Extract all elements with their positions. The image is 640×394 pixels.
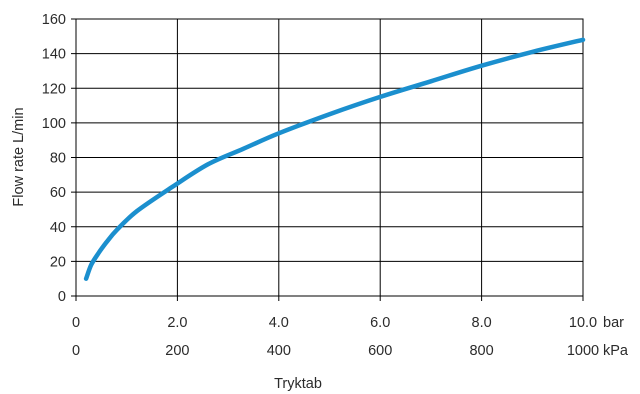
- x-tick-label-kpa: 1000: [567, 343, 599, 359]
- x-tick-label-kpa: 800: [469, 343, 493, 359]
- y-tick-label: 100: [42, 116, 66, 132]
- grid-lines: [71, 18, 584, 301]
- plot-frame: [75, 18, 584, 297]
- y-tick-label: 40: [50, 220, 66, 236]
- x-tick-label-kpa: 0: [72, 343, 80, 359]
- y-tick-label: 80: [50, 151, 66, 167]
- x-tick-label-bar: 0: [72, 315, 80, 331]
- x-tick-label-bar: 2.0: [167, 315, 187, 331]
- x-axis-title: Tryktab: [274, 376, 322, 392]
- x-tick-label-kpa: 200: [165, 343, 189, 359]
- x-tick-label-bar: 4.0: [269, 315, 289, 331]
- x-tick-label-bar: 10.0: [569, 315, 597, 331]
- x-tick-label-kpa: 400: [267, 343, 291, 359]
- x-tick-labels: 0 0 2.0 200 4.0 400 6.0 600 8.0 800 10.0 1000: [72, 315, 599, 359]
- x-tick-label-bar: 6.0: [370, 315, 390, 331]
- y-tick-label: 160: [42, 12, 66, 28]
- y-tick-label: 20: [50, 254, 66, 270]
- y-tick-label: 140: [42, 47, 66, 63]
- y-tick-label: 60: [50, 185, 66, 201]
- y-tick-labels: 0 20 40 60 80 100 120 140 160: [42, 12, 66, 305]
- y-axis-title: Flow rate L/min: [11, 107, 27, 206]
- x-unit-kpa: kPa: [603, 343, 629, 359]
- x-unit-bar: bar: [603, 315, 624, 331]
- y-tick-label: 120: [42, 81, 66, 97]
- x-tick-label-bar: 8.0: [472, 315, 492, 331]
- x-tick-label-kpa: 600: [368, 343, 392, 359]
- series-line: [83, 37, 586, 281]
- y-tick-label: 0: [58, 289, 66, 305]
